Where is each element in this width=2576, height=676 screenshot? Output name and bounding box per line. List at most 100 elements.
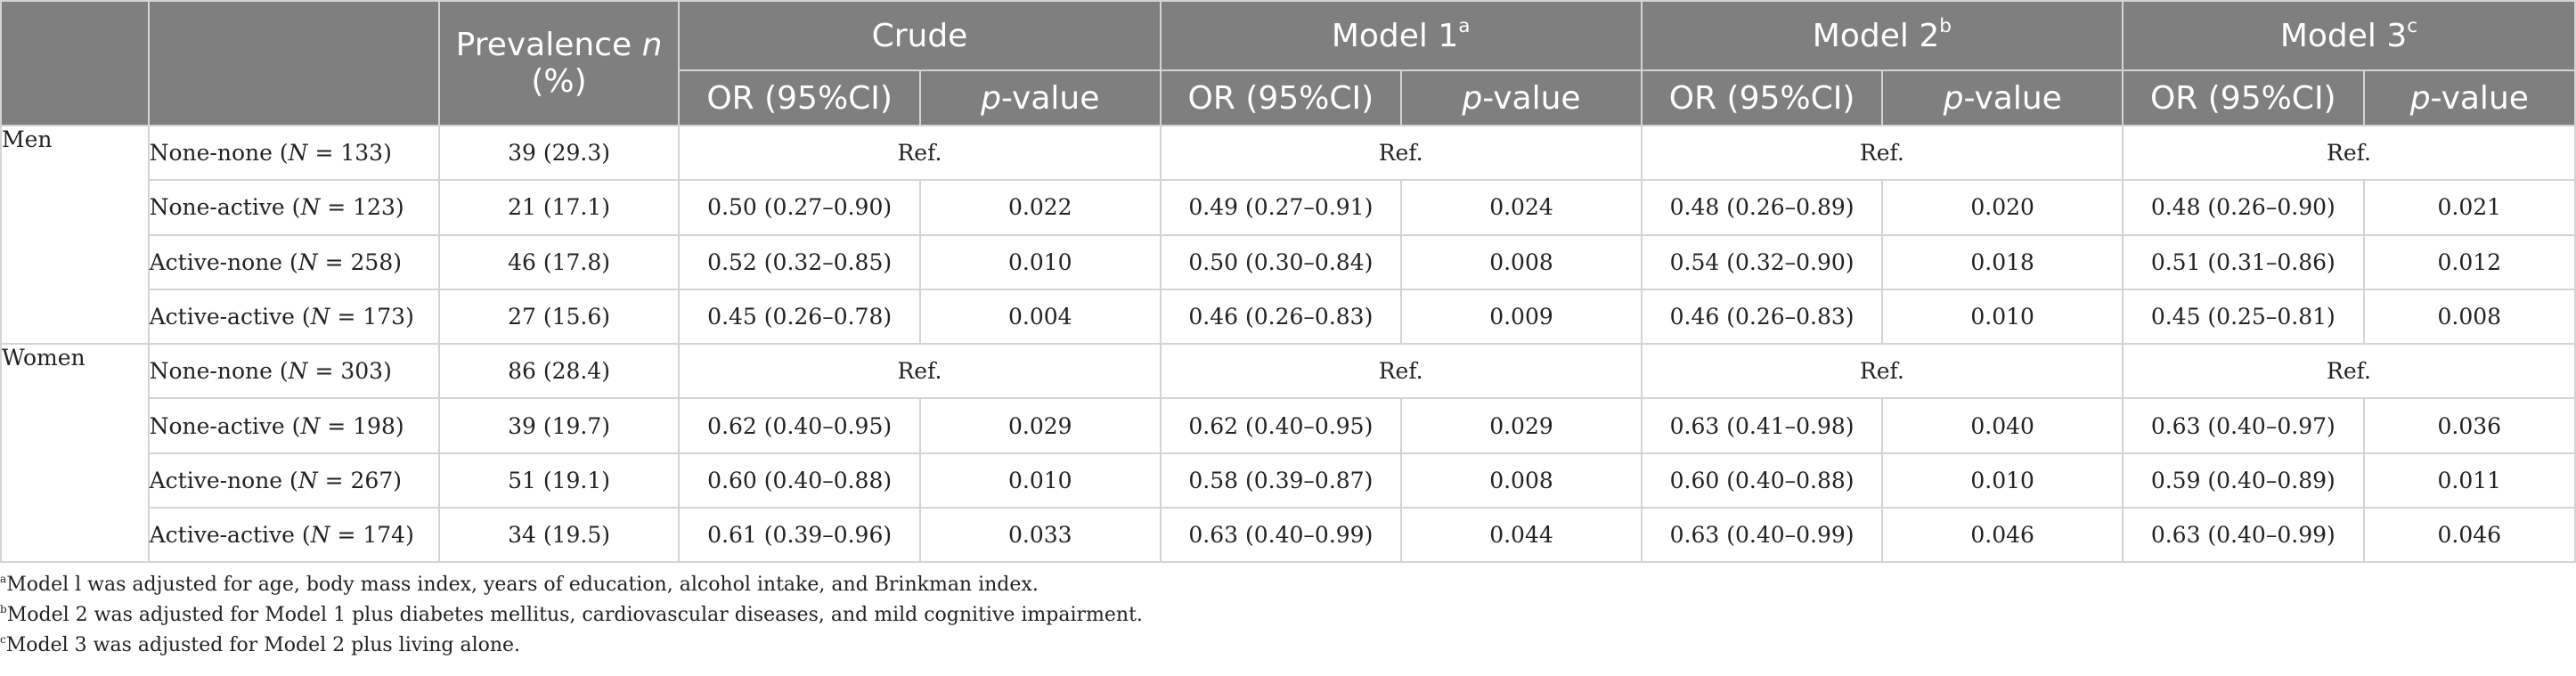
reference-cell: Ref. <box>678 343 1162 400</box>
header-model3: Model 3c <box>2121 0 2576 71</box>
header-p-model2: p-value <box>1881 69 2124 126</box>
p-value-cell: 0.010 <box>1881 288 2124 346</box>
table-header: Prevalence n (%) Crude Model 1a Model 2b … <box>0 0 2576 126</box>
or-ci-cell: 0.50 (0.27–0.90) <box>678 179 921 236</box>
table-body: Men None-none (N = 133) 39 (29.3) Ref. Ref. R… <box>0 124 2576 564</box>
header-model2: Model 2b <box>1640 0 2124 71</box>
header-or-model2: OR (95%CI) <box>1640 69 1884 126</box>
p-value-cell: 0.024 <box>1400 179 1643 236</box>
p-value-cell: 0.018 <box>1881 233 2124 290</box>
p-value-cell: 0.010 <box>918 452 1162 509</box>
or-ci-cell: 0.58 (0.39–0.87) <box>1159 452 1403 509</box>
or-ci-cell: 0.63 (0.40–0.99) <box>2121 507 2365 564</box>
reference-cell: Ref. <box>1159 343 1643 400</box>
or-ci-cell: 0.46 (0.26–0.83) <box>1640 288 1884 346</box>
or-ci-cell: 0.51 (0.31–0.86) <box>2121 233 2365 290</box>
prevalence-cell: 86 (28.4) <box>437 343 681 400</box>
table-row: Women None-none (N = 303) 86 (28.4) Ref. Ref… <box>0 343 2576 564</box>
or-ci-cell: 0.63 (0.41–0.98) <box>1640 397 1884 454</box>
header-model1: Model 1a <box>1159 0 1643 71</box>
p-value-cell: 0.010 <box>1881 452 2124 509</box>
table-row: Active-active (N = 173) 27 (15.6) 0.45 (0.… <box>1 288 2576 346</box>
group-label: Active-none (N = 258) <box>147 233 440 290</box>
prevalence-cell: 27 (15.6) <box>437 288 681 346</box>
group-label: Active-active (N = 173) <box>147 288 440 346</box>
p-value-cell: 0.029 <box>918 397 1162 454</box>
p-value-cell: 0.022 <box>918 179 1162 236</box>
prevalence-cell: 46 (17.8) <box>437 233 681 290</box>
group-label: None-active (N = 123) <box>147 179 440 236</box>
header-blank-sex <box>0 0 150 126</box>
p-value-cell: 0.008 <box>1400 452 1643 509</box>
group-label: None-none (N = 303) <box>147 343 440 400</box>
or-ci-cell: 0.62 (0.40–0.95) <box>1159 397 1403 454</box>
p-value-cell: 0.020 <box>1881 179 2124 236</box>
or-ci-cell: 0.60 (0.40–0.88) <box>678 452 921 509</box>
table-row: Active-none (N = 258) 46 (17.8) 0.52 (0.32… <box>1 233 2576 290</box>
table-row: None-active (N = 198) 39 (19.7) 0.62 (0.40… <box>1 397 2576 454</box>
p-value-cell: 0.010 <box>918 233 1162 290</box>
p-value-cell: 0.033 <box>918 507 1162 564</box>
p-value-cell: 0.009 <box>1400 288 1643 346</box>
p-value-cell: 0.012 <box>2362 233 2576 290</box>
sex-label: Men <box>0 124 150 346</box>
sex-label: Women <box>0 343 150 564</box>
header-prevalence: Prevalence n (%) <box>437 0 681 126</box>
p-value-cell: 0.021 <box>2362 179 2576 236</box>
p-value-cell: 0.011 <box>2362 452 2576 509</box>
reference-cell: Ref. <box>2121 124 2576 182</box>
or-ci-cell: 0.61 (0.39–0.96) <box>678 507 921 564</box>
or-ci-cell: 0.54 (0.32–0.90) <box>1640 233 1884 290</box>
prevalence-cell: 39 (29.3) <box>437 124 681 182</box>
or-ci-cell: 0.63 (0.40–0.97) <box>2121 397 2365 454</box>
p-value-cell: 0.044 <box>1400 507 1643 564</box>
or-ci-cell: 0.52 (0.32–0.85) <box>678 233 921 290</box>
or-ci-cell: 0.62 (0.40–0.95) <box>678 397 921 454</box>
footnote: bModel 2 was adjusted for Model 1 plus d… <box>0 602 1143 626</box>
reference-cell: Ref. <box>1159 124 1643 182</box>
header-crude: Crude <box>678 0 1162 71</box>
or-ci-cell: 0.50 (0.30–0.84) <box>1159 233 1403 290</box>
table-row: None-active (N = 123) 21 (17.1) 0.50 (0.27… <box>1 179 2576 236</box>
header-blank-group <box>147 0 440 126</box>
reference-cell: Ref. <box>2121 343 2576 400</box>
or-ci-cell: 0.48 (0.26–0.90) <box>2121 179 2365 236</box>
prevalence-cell: 21 (17.1) <box>437 179 681 236</box>
p-value-cell: 0.040 <box>1881 397 2124 454</box>
or-ci-cell: 0.48 (0.26–0.89) <box>1640 179 1884 236</box>
header-or-crude: OR (95%CI) <box>678 69 921 126</box>
or-ci-cell: 0.45 (0.25–0.81) <box>2121 288 2365 346</box>
prevalence-cell: 51 (19.1) <box>437 452 681 509</box>
or-ci-cell: 0.63 (0.40–0.99) <box>1640 507 1884 564</box>
footnote: cModel 3 was adjusted for Model 2 plus l… <box>0 632 521 656</box>
or-ci-cell: 0.59 (0.40–0.89) <box>2121 452 2365 509</box>
p-value-cell: 0.004 <box>918 288 1162 346</box>
or-ci-cell: 0.45 (0.26–0.78) <box>678 288 921 346</box>
p-value-cell: 0.029 <box>1400 397 1643 454</box>
reference-cell: Ref. <box>1640 124 2124 182</box>
or-ci-cell: 0.60 (0.40–0.88) <box>1640 452 1884 509</box>
or-ci-cell: 0.49 (0.27–0.91) <box>1159 179 1403 236</box>
footnotes: aModel l was adjusted for age, body mass… <box>0 570 1143 661</box>
table-row: Active-active (N = 174) 34 (19.5) 0.61 (0.… <box>1 507 2576 564</box>
group-label: Active-active (N = 174) <box>147 507 440 564</box>
p-value-cell: 0.046 <box>2362 507 2576 564</box>
or-ci-cell: 0.46 (0.26–0.83) <box>1159 288 1403 346</box>
or-ci-cell: 0.63 (0.40–0.99) <box>1159 507 1403 564</box>
group-label: None-active (N = 198) <box>147 397 440 454</box>
header-p-model1: p-value <box>1400 69 1643 126</box>
reference-cell: Ref. <box>1640 343 2124 400</box>
footnote: aModel l was adjusted for age, body mass… <box>0 572 1039 596</box>
p-value-cell: 0.008 <box>2362 288 2576 346</box>
reference-cell: Ref. <box>678 124 1162 182</box>
prevalence-cell: 39 (19.7) <box>437 397 681 454</box>
table-row: Active-none (N = 267) 51 (19.1) 0.60 (0.40… <box>1 452 2576 509</box>
p-value-cell: 0.046 <box>1881 507 2124 564</box>
header-p-crude: p-value <box>918 69 1162 126</box>
header-or-model1: OR (95%CI) <box>1159 69 1403 126</box>
header-or-model3: OR (95%CI) <box>2121 69 2365 126</box>
p-value-cell: 0.008 <box>1400 233 1643 290</box>
group-label: None-none (N = 133) <box>147 124 440 182</box>
p-value-cell: 0.036 <box>2362 397 2576 454</box>
